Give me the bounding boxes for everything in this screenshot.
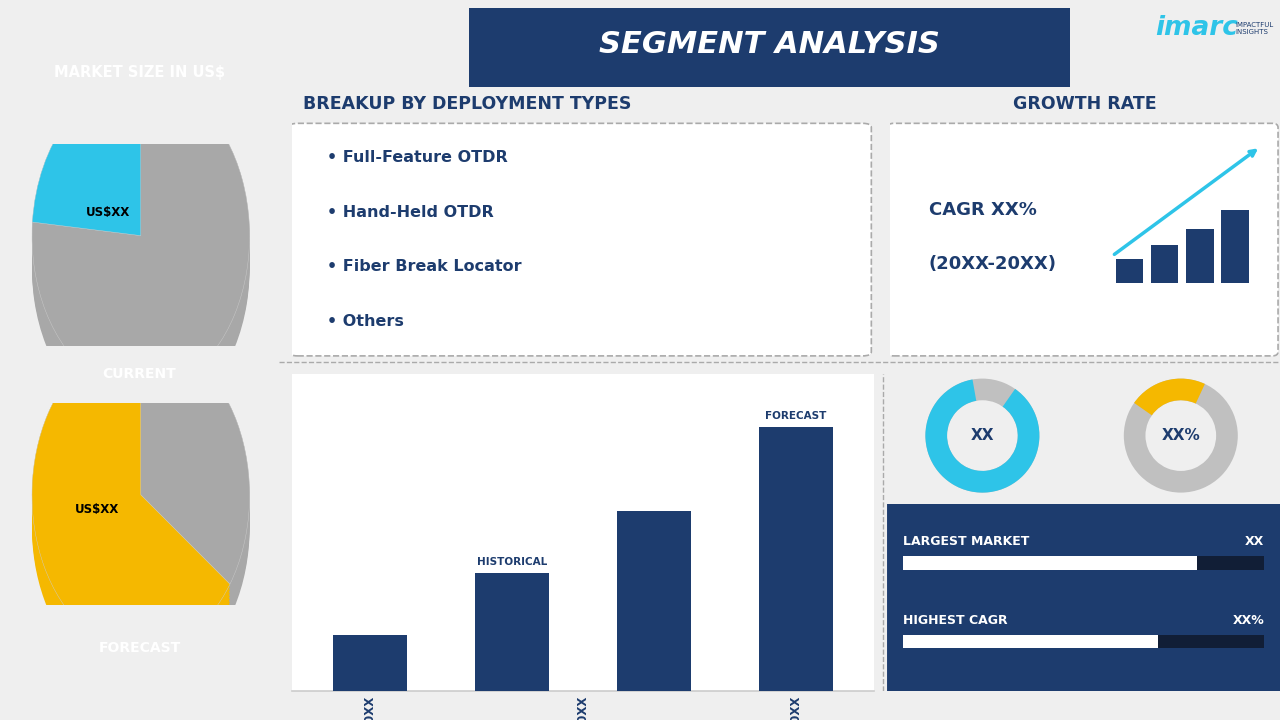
Wedge shape — [32, 360, 230, 672]
Text: HISTORICAL: HISTORICAL — [477, 557, 547, 567]
Text: (20XX-20XX): (20XX-20XX) — [928, 256, 1056, 273]
Wedge shape — [32, 351, 230, 662]
Wedge shape — [32, 110, 141, 266]
Wedge shape — [32, 110, 250, 421]
FancyBboxPatch shape — [1198, 557, 1265, 570]
Text: FORECAST: FORECAST — [99, 641, 180, 655]
Text: SEGMENT ANALYSIS: SEGMENT ANALYSIS — [599, 30, 940, 60]
Wedge shape — [32, 363, 230, 675]
FancyBboxPatch shape — [902, 635, 1158, 648]
Text: XX: XX — [970, 428, 995, 443]
Wedge shape — [32, 92, 250, 403]
Text: imarc: imarc — [1155, 15, 1238, 41]
Wedge shape — [1134, 379, 1204, 415]
Text: • Others: • Others — [326, 314, 403, 329]
FancyBboxPatch shape — [1221, 210, 1249, 284]
FancyBboxPatch shape — [289, 123, 872, 356]
Text: • Full-Feature OTDR: • Full-Feature OTDR — [326, 150, 508, 165]
Wedge shape — [32, 83, 141, 238]
Wedge shape — [32, 348, 230, 660]
Wedge shape — [32, 80, 141, 235]
Wedge shape — [32, 113, 141, 269]
Wedge shape — [32, 89, 141, 245]
Wedge shape — [141, 354, 250, 599]
Wedge shape — [141, 369, 250, 614]
Wedge shape — [141, 348, 250, 593]
Wedge shape — [32, 107, 141, 263]
Wedge shape — [141, 363, 250, 608]
Wedge shape — [32, 339, 230, 651]
Wedge shape — [141, 342, 250, 588]
Wedge shape — [32, 98, 250, 410]
Wedge shape — [32, 104, 141, 260]
Wedge shape — [32, 86, 141, 242]
Wedge shape — [32, 83, 250, 395]
Text: MARKET SIZE IN US$: MARKET SIZE IN US$ — [54, 65, 225, 79]
Text: XX: XX — [1245, 535, 1265, 548]
FancyBboxPatch shape — [902, 635, 1265, 648]
Wedge shape — [32, 89, 250, 400]
Wedge shape — [32, 101, 141, 256]
Wedge shape — [925, 379, 1039, 492]
FancyBboxPatch shape — [887, 504, 1280, 691]
Bar — [333, 635, 407, 691]
Text: XX%: XX% — [1161, 428, 1201, 443]
Wedge shape — [32, 80, 250, 392]
Wedge shape — [141, 339, 250, 584]
Wedge shape — [32, 345, 230, 657]
Text: US$XX: US$XX — [86, 206, 129, 219]
Wedge shape — [141, 366, 250, 611]
Text: BREAKUP BY DEPLOYMENT TYPES: BREAKUP BY DEPLOYMENT TYPES — [303, 94, 632, 112]
Wedge shape — [32, 342, 230, 654]
Wedge shape — [32, 101, 250, 413]
Wedge shape — [32, 86, 250, 397]
Wedge shape — [141, 345, 250, 590]
Wedge shape — [32, 372, 230, 683]
FancyBboxPatch shape — [1158, 635, 1265, 648]
Wedge shape — [32, 80, 141, 235]
Text: CAGR XX%: CAGR XX% — [928, 200, 1037, 219]
Wedge shape — [32, 113, 250, 424]
Text: FORECAST: FORECAST — [765, 411, 827, 421]
FancyBboxPatch shape — [902, 557, 1198, 570]
Bar — [759, 427, 833, 691]
Wedge shape — [141, 372, 250, 617]
Wedge shape — [32, 339, 230, 651]
FancyBboxPatch shape — [470, 9, 1070, 87]
Text: GROWTH RATE: GROWTH RATE — [1012, 94, 1157, 112]
Text: US$XX: US$XX — [76, 503, 119, 516]
Bar — [475, 573, 549, 691]
Wedge shape — [32, 354, 230, 665]
Text: • Fiber Break Locator: • Fiber Break Locator — [326, 259, 521, 274]
Wedge shape — [141, 357, 250, 602]
FancyBboxPatch shape — [887, 123, 1277, 356]
FancyBboxPatch shape — [902, 557, 1265, 570]
Wedge shape — [32, 95, 250, 406]
Text: • Hand-Held OTDR: • Hand-Held OTDR — [326, 204, 494, 220]
Bar — [617, 511, 691, 691]
Wedge shape — [141, 351, 250, 596]
FancyBboxPatch shape — [1116, 258, 1143, 284]
FancyBboxPatch shape — [1151, 245, 1179, 284]
Wedge shape — [32, 357, 230, 669]
Wedge shape — [1124, 379, 1238, 492]
Text: IMPACTFUL
INSIGHTS: IMPACTFUL INSIGHTS — [1235, 22, 1274, 35]
Text: CURRENT: CURRENT — [102, 367, 177, 382]
Wedge shape — [141, 339, 250, 584]
Wedge shape — [32, 80, 250, 392]
Text: LARGEST MARKET: LARGEST MARKET — [902, 535, 1029, 548]
Wedge shape — [32, 366, 230, 678]
Text: XX%: XX% — [1233, 613, 1265, 626]
Wedge shape — [925, 379, 1039, 492]
Wedge shape — [32, 369, 230, 680]
Wedge shape — [32, 92, 141, 248]
Text: HIGHEST CAGR: HIGHEST CAGR — [902, 613, 1007, 626]
Wedge shape — [32, 98, 141, 253]
Wedge shape — [32, 104, 250, 415]
Wedge shape — [32, 95, 141, 251]
Wedge shape — [32, 107, 250, 418]
FancyBboxPatch shape — [1187, 229, 1213, 284]
Wedge shape — [141, 360, 250, 606]
